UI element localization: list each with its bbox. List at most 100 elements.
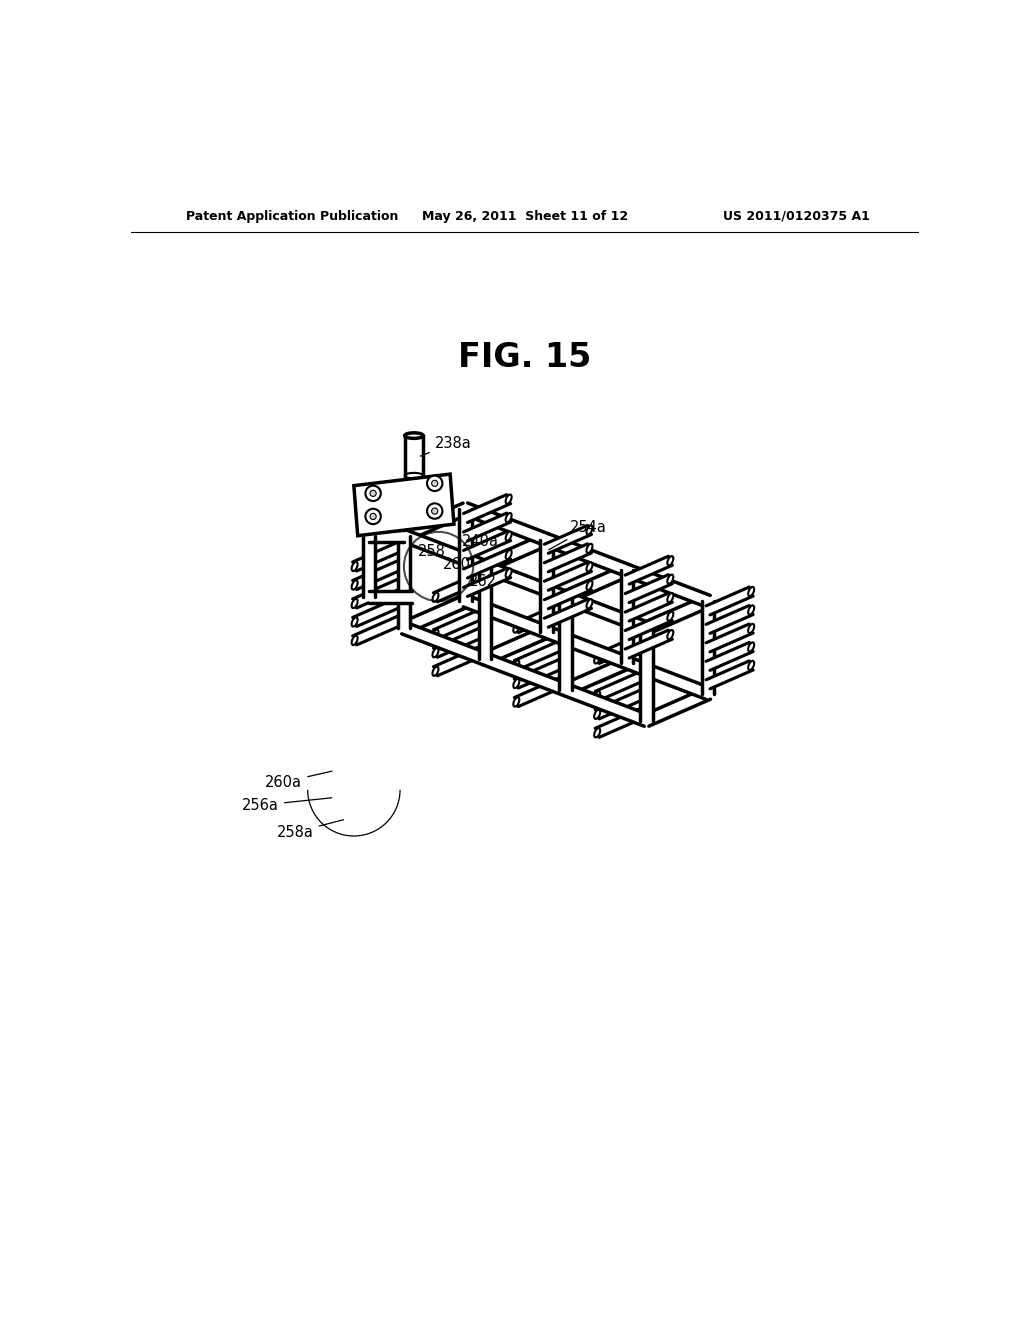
Polygon shape [701,601,714,693]
Polygon shape [514,639,567,669]
Polygon shape [397,536,410,628]
Polygon shape [514,620,567,651]
Polygon shape [464,569,511,597]
Ellipse shape [587,525,593,535]
Polygon shape [707,624,754,652]
Circle shape [370,490,376,496]
Polygon shape [544,626,630,668]
Polygon shape [563,565,630,603]
Ellipse shape [668,611,674,620]
Polygon shape [621,570,634,663]
Polygon shape [626,593,673,622]
Ellipse shape [513,697,519,706]
Circle shape [427,475,442,491]
Ellipse shape [668,593,674,602]
Polygon shape [514,602,567,632]
Polygon shape [707,606,754,634]
Ellipse shape [594,729,600,738]
Polygon shape [482,653,567,696]
Ellipse shape [506,569,512,578]
Text: May 26, 2011  Sheet 11 of 12: May 26, 2011 Sheet 11 of 12 [422,210,628,223]
Ellipse shape [587,544,593,553]
Ellipse shape [404,433,423,438]
Ellipse shape [594,673,600,682]
Ellipse shape [594,692,600,701]
Ellipse shape [594,710,600,719]
Polygon shape [545,599,592,627]
Text: 258a: 258a [276,820,343,840]
Text: Patent Application Publication: Patent Application Publication [186,210,398,223]
Polygon shape [626,574,673,603]
Ellipse shape [506,532,512,541]
Polygon shape [626,556,673,585]
Polygon shape [370,529,403,543]
Polygon shape [482,533,549,572]
Polygon shape [640,628,652,721]
Polygon shape [482,561,567,603]
Polygon shape [401,595,468,634]
Text: US 2011/0120375 A1: US 2011/0120375 A1 [723,210,869,223]
Polygon shape [541,540,553,632]
Polygon shape [545,525,592,553]
Polygon shape [354,474,454,536]
Polygon shape [433,572,486,602]
Ellipse shape [432,611,438,620]
Polygon shape [545,562,592,590]
Polygon shape [544,533,630,576]
Text: FIG. 15: FIG. 15 [458,341,592,374]
Polygon shape [625,565,711,607]
Ellipse shape [351,581,357,590]
Polygon shape [464,550,511,578]
Circle shape [366,486,381,502]
Ellipse shape [594,655,600,664]
Polygon shape [595,632,648,664]
Text: 254a: 254a [549,520,606,549]
Ellipse shape [668,630,674,639]
Circle shape [432,480,438,487]
Polygon shape [370,591,412,603]
Polygon shape [433,609,486,639]
Polygon shape [478,566,490,659]
Polygon shape [563,591,648,634]
Polygon shape [464,495,511,523]
Polygon shape [563,657,630,696]
Polygon shape [364,536,376,598]
Ellipse shape [432,667,438,676]
Polygon shape [563,684,648,726]
Text: 260: 260 [442,557,470,572]
Text: 238a: 238a [421,436,471,457]
Polygon shape [352,540,406,572]
Ellipse shape [351,562,357,572]
Polygon shape [352,595,406,627]
Polygon shape [626,611,673,640]
Polygon shape [595,651,648,682]
Polygon shape [595,688,648,719]
Polygon shape [352,558,406,590]
Polygon shape [433,627,486,657]
Polygon shape [545,544,592,572]
Ellipse shape [749,643,755,652]
Polygon shape [433,645,486,676]
Circle shape [370,513,376,520]
Polygon shape [352,614,406,645]
Polygon shape [401,529,487,573]
Text: 260a: 260a [265,771,332,789]
Polygon shape [460,508,472,601]
Polygon shape [707,587,754,615]
Polygon shape [433,590,486,620]
Ellipse shape [587,599,593,609]
Ellipse shape [513,642,519,651]
Ellipse shape [351,618,357,627]
Polygon shape [352,577,406,609]
Ellipse shape [668,556,674,565]
Ellipse shape [432,648,438,657]
Polygon shape [707,643,754,671]
Ellipse shape [668,574,674,583]
Circle shape [427,503,442,519]
Polygon shape [644,595,711,634]
Polygon shape [626,630,673,659]
Ellipse shape [506,513,512,523]
Polygon shape [625,657,711,700]
Polygon shape [463,595,549,638]
Polygon shape [514,676,567,706]
